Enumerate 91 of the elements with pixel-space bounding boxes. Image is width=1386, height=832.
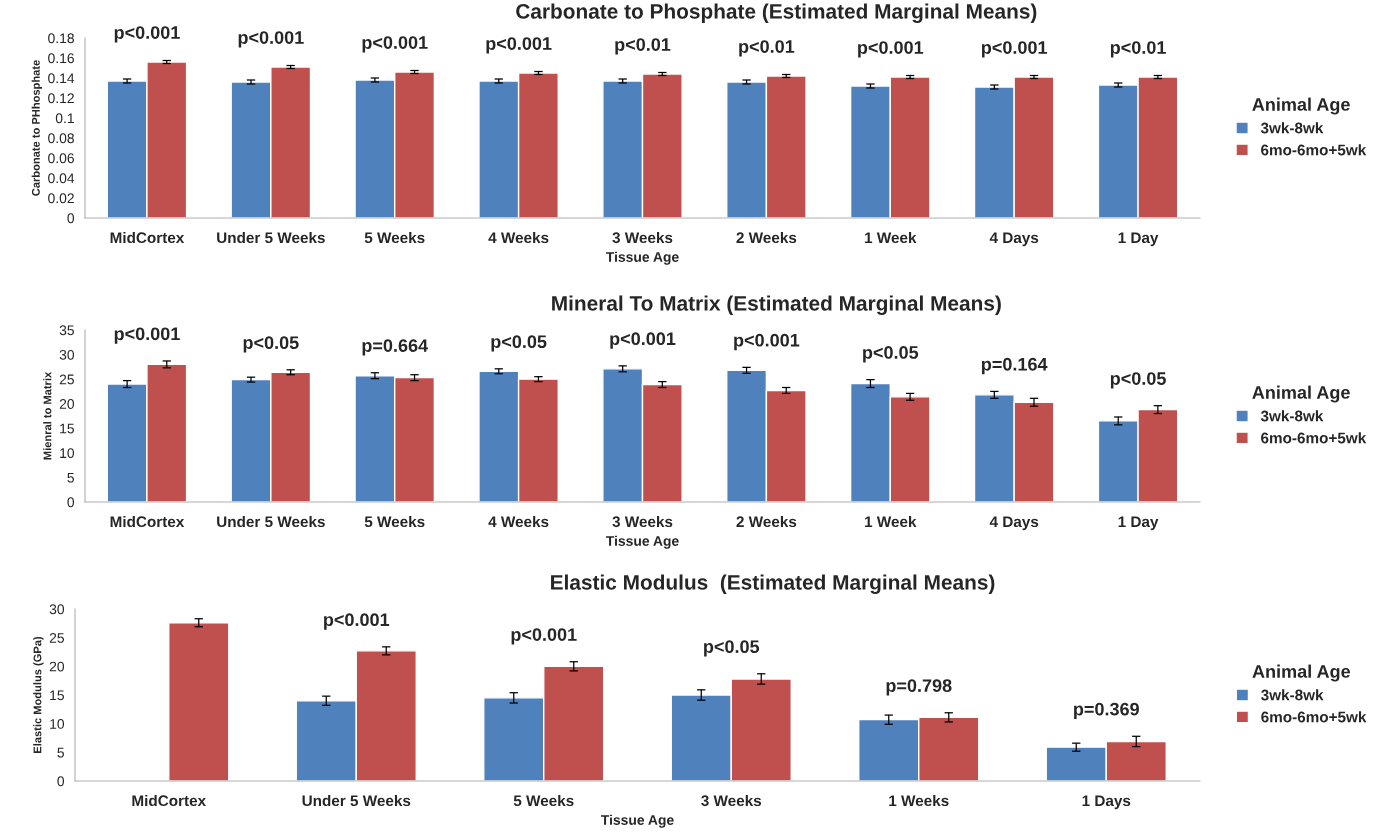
x-tick-label: 3 Weeks bbox=[701, 794, 762, 807]
y-tick-label: 5 bbox=[57, 747, 64, 758]
y-tick-label: 0.08 bbox=[48, 133, 74, 144]
y-tick-label: 0.12 bbox=[48, 93, 74, 104]
annotation: p<0.001 bbox=[114, 327, 180, 344]
y-axis-title: Elastic Modulus (GPa) bbox=[33, 636, 44, 753]
annotation: p<0.05 bbox=[704, 640, 760, 657]
x-tick-label: 5 Weeks bbox=[364, 515, 425, 528]
legend-title: Animal Age bbox=[1252, 385, 1350, 403]
y-tick-label: 30 bbox=[49, 604, 65, 615]
y-tick-label: 0 bbox=[67, 213, 75, 224]
y-axis-title: Carbonate to PHhosphate bbox=[31, 60, 42, 196]
annotation: p<0.001 bbox=[981, 41, 1048, 58]
x-tick-label: 4 Weeks bbox=[488, 515, 549, 528]
x-tick-label: 2 Weeks bbox=[736, 515, 797, 528]
legend-title: Animal Age bbox=[1252, 664, 1351, 682]
legend-title: Animal Age bbox=[1252, 97, 1350, 115]
annotation: p<0.05 bbox=[863, 346, 919, 363]
annotation: p<0.001 bbox=[734, 333, 800, 351]
chart-title: Carbonate to Phosphate (Estimated Marginal Means) bbox=[516, 3, 1037, 23]
annotation: p<0.05 bbox=[243, 336, 299, 353]
y-tick-label: 0.16 bbox=[48, 53, 74, 64]
x-axis-title: Tissue Age bbox=[605, 251, 679, 265]
x-tick-label: 3 Weeks bbox=[612, 515, 673, 528]
y-tick-label: 30 bbox=[59, 349, 75, 360]
legend-label: 6mo-6mo+5wk bbox=[1261, 432, 1367, 444]
x-tick-label: 4 Days bbox=[989, 516, 1039, 531]
y-tick-label: 15 bbox=[50, 690, 64, 701]
annotation: p=0.664 bbox=[362, 339, 429, 356]
y-tick-label: 10 bbox=[60, 448, 75, 459]
y-tick-label: 25 bbox=[49, 633, 64, 643]
x-tick-label: 1 Week bbox=[865, 515, 917, 528]
legend-label: 3wk-8wk bbox=[1260, 410, 1324, 422]
x-tick-label: 1 Day bbox=[1118, 232, 1159, 247]
x-tick-label: 5 Weeks bbox=[364, 231, 425, 244]
x-tick-label: MidCortex bbox=[132, 794, 206, 807]
x-tick-label: MidCortex bbox=[110, 231, 185, 244]
y-tick-label: 0.06 bbox=[48, 153, 74, 164]
legend-label: 3wk-8wk bbox=[1260, 122, 1324, 134]
y-tick-label: 20 bbox=[59, 399, 75, 409]
legend-label: 3wk-8wk bbox=[1261, 689, 1324, 701]
annotation: p<0.001 bbox=[610, 332, 676, 349]
annotation: p<0.001 bbox=[511, 628, 577, 645]
y-tick-label: 0.18 bbox=[48, 33, 74, 44]
x-axis-title: Tissue Age bbox=[600, 814, 674, 828]
legend-label: 6mo-6mo+5wk bbox=[1261, 711, 1367, 723]
annotation: p<0.01 bbox=[615, 38, 671, 55]
annotation: p<0.05 bbox=[1110, 372, 1166, 389]
x-tick-label: 4 Weeks bbox=[488, 231, 549, 244]
x-tick-label: 1 Day bbox=[1118, 516, 1159, 531]
legend-label: 6mo-6mo+5wk bbox=[1261, 144, 1367, 156]
x-tick-label: 1 Week bbox=[865, 231, 917, 244]
annotation: p<0.001 bbox=[486, 37, 552, 54]
x-tick-label: 1 Weeks bbox=[889, 794, 949, 807]
annotation: p<0.001 bbox=[238, 31, 304, 48]
x-tick-label: 4 Days bbox=[989, 232, 1039, 247]
annotation: p<0.05 bbox=[491, 335, 547, 352]
annotation: p=0.369 bbox=[1074, 702, 1139, 720]
x-tick-label: Under 5 Weeks bbox=[217, 231, 325, 244]
x-tick-label: 1 Days bbox=[1082, 795, 1131, 810]
y-tick-label: 15 bbox=[60, 423, 74, 434]
y-tick-label: 0 bbox=[57, 776, 65, 787]
chart-title: Elastic Modulus (Estimated Marginal Means) bbox=[551, 574, 995, 594]
y-tick-label: 0.14 bbox=[48, 73, 75, 84]
chart-title: Mineral To Matrix (Estimated Marginal Means) bbox=[552, 295, 1001, 315]
x-axis-title: Tissue Age bbox=[605, 535, 679, 549]
annotation: p=0.164 bbox=[981, 357, 1048, 375]
x-tick-label: Under 5 Weeks bbox=[217, 515, 325, 528]
annotation: p<0.01 bbox=[1110, 41, 1166, 58]
y-tick-label: 10 bbox=[50, 719, 65, 729]
y-tick-label: 20 bbox=[49, 661, 65, 672]
y-tick-label: 0.02 bbox=[48, 193, 74, 204]
y-axis-title: Mienral to Matrix bbox=[43, 371, 52, 460]
annotation: p<0.001 bbox=[324, 613, 390, 630]
y-tick-label: 35 bbox=[59, 325, 74, 336]
y-tick-label: 25 bbox=[59, 374, 74, 385]
y-tick-label: 0.04 bbox=[48, 173, 75, 184]
annotation: p=0.798 bbox=[886, 679, 952, 696]
x-tick-label: MidCortex bbox=[110, 515, 185, 528]
x-tick-label: Under 5 Weeks bbox=[302, 794, 411, 807]
annotation: p<0.001 bbox=[362, 36, 428, 53]
annotation: p<0.001 bbox=[114, 26, 180, 43]
annotation: p<0.01 bbox=[739, 40, 795, 57]
annotation: p<0.001 bbox=[858, 41, 924, 58]
x-tick-label: 3 Weeks bbox=[612, 231, 673, 244]
y-tick-label: 0 bbox=[67, 497, 75, 508]
y-tick-label: 0.1 bbox=[55, 113, 74, 124]
x-tick-label: 5 Weeks bbox=[513, 794, 574, 807]
y-tick-label: 5 bbox=[67, 472, 74, 483]
bar bbox=[168, 622, 230, 781]
x-tick-label: 2 Weeks bbox=[736, 231, 797, 244]
